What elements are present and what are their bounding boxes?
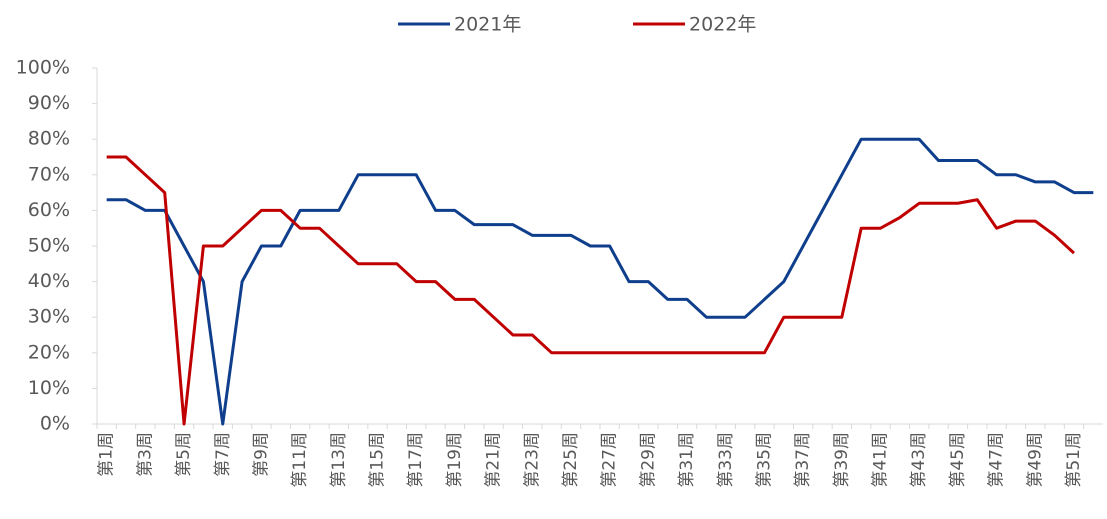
x-tick-label: 第27周: [600, 432, 620, 488]
x-tick-label: 第3周: [135, 432, 155, 477]
x-tick-label: 第17周: [406, 432, 426, 488]
x-tick-label: 第25周: [561, 432, 581, 488]
x-tick-label: 第43周: [909, 432, 929, 488]
x-tick-label: 第21周: [484, 432, 504, 488]
x-tick-label: 第49周: [1025, 432, 1045, 488]
x-tick-label: 第13周: [329, 432, 349, 488]
y-tick-label: 0%: [40, 413, 70, 435]
x-tick-label: 第7周: [213, 432, 233, 477]
x-tick-label: 第37周: [793, 432, 813, 488]
y-tick-label: 100%: [16, 57, 70, 79]
y-tick-label: 80%: [28, 128, 70, 150]
x-tick-label: 第51周: [1064, 432, 1084, 488]
x-tick-label: 第29周: [638, 432, 658, 488]
x-tick-label: 第5周: [174, 432, 194, 477]
x-tick-label: 第19周: [445, 432, 465, 488]
y-tick-label: 50%: [28, 235, 70, 257]
series-line: [106, 137, 1094, 426]
y-tick-label: 60%: [28, 199, 70, 221]
y-tick-label: 70%: [28, 163, 70, 185]
x-tick-label: 第35周: [754, 432, 774, 488]
x-tick-label: 第9周: [251, 432, 271, 477]
x-tick-label: 第39周: [832, 432, 852, 488]
x-tick-label: 第33周: [716, 432, 736, 488]
y-tick-label: 90%: [28, 92, 70, 114]
x-tick-label: 第1周: [97, 432, 117, 477]
y-tick-label: 40%: [28, 270, 70, 292]
legend-label: 2022年: [689, 14, 756, 36]
x-tick-label: 第47周: [987, 432, 1007, 488]
y-tick-label: 30%: [28, 306, 70, 328]
series-line: [106, 155, 1075, 426]
y-tick-label: 10%: [28, 377, 70, 399]
x-tick-label: 第45周: [948, 432, 968, 488]
x-tick-label: 第23周: [522, 432, 542, 488]
x-tick-label: 第31周: [677, 432, 697, 488]
y-tick-label: 20%: [28, 341, 70, 363]
legend-label: 2021年: [454, 14, 521, 36]
x-tick-label: 第15周: [368, 432, 388, 488]
x-tick-label: 第41周: [871, 432, 891, 488]
x-tick-label: 第11周: [290, 432, 310, 488]
